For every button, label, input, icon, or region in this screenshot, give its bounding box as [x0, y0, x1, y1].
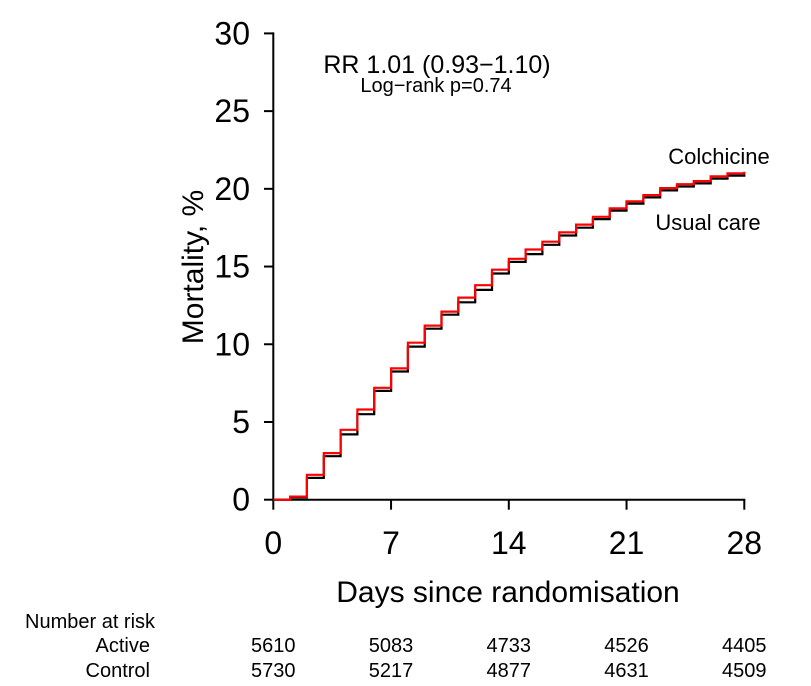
- risk-value: 4526: [604, 635, 649, 657]
- x-tick-label: 0: [264, 525, 282, 561]
- y-tick-label: 20: [214, 171, 250, 207]
- x-axis-title: Days since randomisation: [336, 576, 680, 609]
- risk-value: 5083: [369, 635, 414, 657]
- risk-table-title: Number at risk: [25, 611, 156, 633]
- x-tick-label: 14: [491, 525, 527, 561]
- y-tick-label: 15: [214, 249, 250, 285]
- colchicine-curve: [273, 171, 746, 501]
- y-tick-label: 5: [232, 404, 250, 440]
- risk-row-label: Control: [86, 660, 150, 682]
- logrank-annotation: Log−rank p=0.74: [360, 75, 511, 97]
- risk-row-label: Active: [96, 635, 150, 657]
- risk-value: 4509: [722, 660, 767, 682]
- colchicine-curve-label: Colchicine: [668, 144, 770, 169]
- risk-value: 4405: [722, 635, 767, 657]
- usual-care-curve-label: Usual care: [655, 210, 760, 235]
- y-tick-label: 25: [214, 93, 250, 129]
- risk-value: 5610: [251, 635, 296, 657]
- y-tick-label: 10: [214, 326, 250, 362]
- risk-value: 5730: [251, 660, 296, 682]
- y-axis-title: Mortality, %: [177, 190, 210, 344]
- y-tick-label: 0: [232, 482, 250, 518]
- x-tick-label: 28: [727, 525, 763, 561]
- risk-value: 4733: [487, 635, 532, 657]
- risk-value: 4631: [604, 660, 649, 682]
- x-tick-label: 7: [382, 525, 400, 561]
- risk-value: 5217: [369, 660, 414, 682]
- risk-value: 4877: [487, 660, 532, 682]
- y-tick-label: 30: [214, 15, 250, 51]
- rr-annotation: RR 1.01 (0.93−1.10): [323, 51, 550, 79]
- x-tick-label: 21: [609, 525, 645, 561]
